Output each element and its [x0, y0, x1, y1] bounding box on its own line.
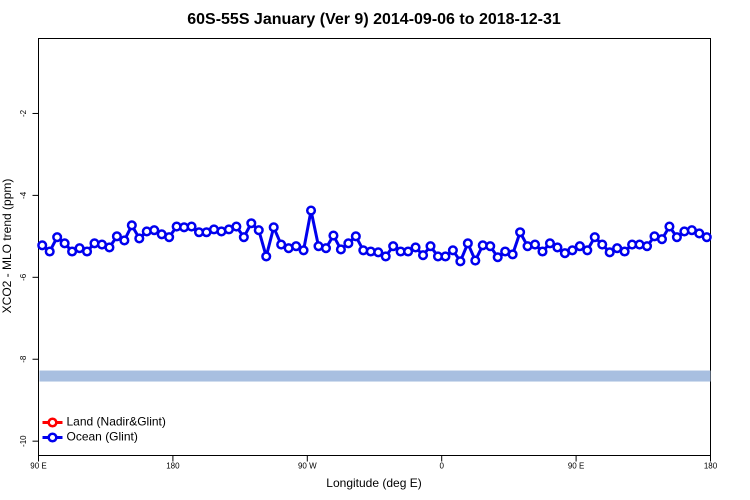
- band: [39, 370, 711, 382]
- series-point: [589, 232, 600, 243]
- y-tick-label: -6: [19, 273, 28, 281]
- legend-label: Ocean (Glint): [67, 430, 138, 444]
- series-point: [597, 239, 608, 250]
- series-point: [492, 252, 503, 263]
- series-point: [664, 221, 675, 232]
- series-point: [335, 244, 346, 255]
- series-point: [574, 241, 585, 252]
- series-point: [119, 235, 130, 246]
- x-tick-label: 180: [704, 462, 718, 471]
- series-point: [111, 231, 122, 242]
- series-point: [694, 228, 705, 239]
- series-point: [59, 238, 70, 249]
- x-tick-label: 90 E: [30, 462, 46, 471]
- plot-frame: [38, 38, 711, 456]
- series-point: [276, 239, 287, 250]
- series-point: [403, 246, 414, 257]
- series-point: [268, 222, 279, 233]
- series-point: [305, 205, 317, 216]
- legend-marker: [47, 432, 58, 443]
- x-tick-label: 180: [166, 462, 180, 471]
- series-point: [529, 239, 541, 250]
- y-tick-label: -4: [19, 191, 28, 199]
- series-point: [470, 255, 481, 266]
- series-point: [425, 241, 436, 252]
- series-point: [186, 221, 197, 232]
- series-point: [37, 240, 48, 251]
- series-point: [544, 238, 556, 249]
- chart-title: 60S-55S January (Ver 9) 2014-09-06 to 20…: [187, 11, 561, 28]
- y-tick-label: -8: [19, 355, 28, 363]
- series-point: [328, 230, 339, 241]
- series-point: [231, 221, 242, 232]
- series-point: [485, 241, 496, 252]
- series-point: [380, 251, 391, 262]
- series-point: [373, 247, 384, 258]
- series-point: [126, 220, 137, 231]
- series-point: [246, 218, 257, 229]
- series-point: [320, 243, 332, 254]
- series-point: [462, 238, 473, 249]
- series-point: [291, 241, 302, 252]
- series-point: [343, 238, 354, 249]
- series-point: [641, 241, 653, 252]
- series-point: [656, 234, 668, 245]
- legend-label: Land (Nadir&Glint): [67, 415, 166, 429]
- series-point: [350, 231, 361, 242]
- series-point: [507, 249, 518, 260]
- series-point: [149, 225, 160, 236]
- y-tick-label: -2: [19, 109, 28, 117]
- series-point: [298, 245, 309, 256]
- series-point: [440, 251, 451, 262]
- y-tick-label: -10: [19, 435, 28, 447]
- series-point: [537, 246, 548, 257]
- x-tick-label: 90 E: [568, 462, 584, 471]
- x-tick-label: 0: [439, 462, 444, 471]
- series-point: [567, 245, 578, 256]
- series-point: [552, 242, 563, 253]
- series-point: [410, 242, 421, 253]
- x-axis-label: Longitude (deg E): [326, 476, 421, 490]
- series-point: [515, 227, 526, 238]
- series-point: [164, 232, 175, 243]
- series-point: [52, 232, 63, 243]
- series-point: [671, 232, 682, 243]
- x-tick-label: 90 W: [298, 462, 317, 471]
- legend-marker: [47, 417, 58, 428]
- series-point: [604, 247, 615, 258]
- series-point: [253, 225, 264, 236]
- series-point: [238, 232, 249, 243]
- series-point: [134, 233, 145, 244]
- series-point: [261, 251, 272, 262]
- series-point: [447, 245, 458, 256]
- series-point: [619, 246, 630, 257]
- series-point: [388, 241, 399, 252]
- series-point: [701, 232, 712, 243]
- series-point: [455, 256, 466, 267]
- series-point: [417, 250, 429, 261]
- series-point: [44, 246, 55, 257]
- series-point: [81, 246, 93, 257]
- series-point: [582, 245, 593, 256]
- y-axis-label: XCO2 - MLO trend (ppm): [0, 179, 14, 314]
- series-point: [104, 242, 115, 253]
